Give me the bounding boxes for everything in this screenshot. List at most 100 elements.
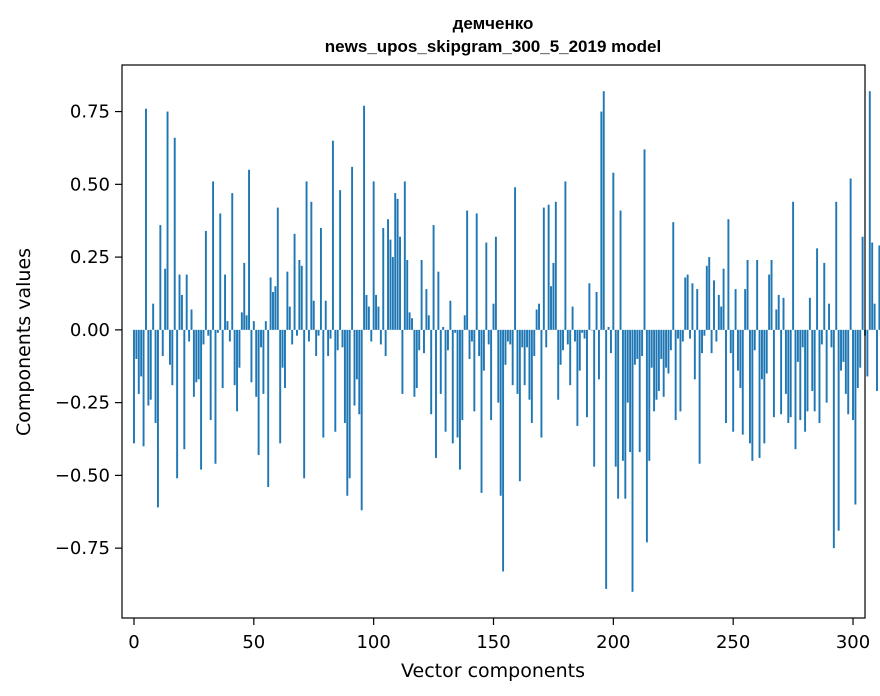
bar-209	[633, 329, 636, 365]
bar-148	[487, 329, 490, 345]
bar-251	[734, 289, 737, 330]
bar-79	[322, 329, 325, 438]
bar-239	[705, 265, 708, 330]
bar-257	[749, 329, 751, 444]
bar-65	[288, 306, 291, 330]
bar-176	[554, 201, 557, 330]
bar-128	[439, 329, 442, 394]
bar-142	[473, 329, 476, 412]
bar-61	[279, 329, 282, 444]
bar-238	[703, 329, 706, 336]
bar-32	[209, 329, 212, 421]
bar-62	[281, 329, 284, 368]
bar-139	[466, 210, 469, 330]
bar-136	[458, 329, 461, 470]
bar-190	[588, 283, 591, 330]
y-tick-label: 0.75	[70, 102, 110, 123]
bar-11	[159, 225, 162, 330]
bar-72	[305, 181, 308, 330]
bar-110	[396, 198, 399, 330]
bar-133	[451, 329, 454, 444]
bar-125	[432, 225, 435, 330]
bar-67	[293, 233, 296, 330]
bar-233	[691, 283, 694, 330]
bar-117	[413, 329, 416, 397]
bar-293	[835, 201, 838, 330]
bar-34	[214, 329, 217, 464]
bar-98	[367, 306, 370, 330]
bar-78	[319, 227, 322, 330]
bar-5	[145, 108, 147, 330]
bar-119	[418, 329, 421, 351]
bar-141	[470, 329, 473, 342]
bar-264	[765, 329, 768, 374]
y-tick-label: −0.50	[55, 465, 110, 486]
bar-99	[370, 329, 373, 342]
bar-123	[427, 315, 430, 330]
bar-204	[621, 329, 624, 461]
bar-102	[377, 306, 380, 330]
bar-53	[260, 329, 262, 348]
bar-82	[329, 329, 332, 339]
bar-41	[231, 193, 234, 330]
bar-261	[758, 329, 761, 458]
bar-281	[806, 329, 809, 412]
bar-59	[274, 286, 277, 330]
bar-189	[586, 329, 588, 418]
bar-157	[509, 329, 512, 345]
bar-178	[559, 329, 562, 365]
bar-37	[221, 329, 224, 389]
bar-129	[442, 326, 445, 330]
bar-307	[868, 91, 871, 330]
bar-87	[341, 329, 344, 348]
bar-255	[744, 289, 747, 330]
bar-213	[643, 149, 646, 330]
bar-280	[804, 329, 807, 432]
bar-71	[303, 329, 306, 479]
bar-223	[667, 329, 670, 374]
bar-2	[137, 329, 140, 394]
bar-93	[355, 329, 358, 380]
bar-306	[866, 329, 869, 377]
bar-278	[799, 329, 802, 421]
y-tick-label: 0.00	[70, 320, 110, 341]
bar-115	[408, 312, 411, 330]
bar-287	[820, 329, 823, 345]
bar-288	[823, 262, 826, 330]
x-axis-label: Vector components	[401, 660, 585, 682]
bar-105	[384, 329, 387, 357]
bar-304	[861, 236, 864, 330]
bar-192	[593, 329, 596, 467]
bar-113	[403, 181, 406, 330]
bar-76	[315, 329, 318, 357]
bar-23	[188, 329, 191, 342]
bar-30	[204, 230, 207, 330]
bar-247	[725, 329, 727, 423]
bar-26	[195, 329, 198, 383]
bar-195	[600, 111, 603, 330]
bar-28	[200, 329, 203, 470]
bar-156	[506, 329, 509, 342]
bar-92	[353, 329, 356, 406]
bar-170	[540, 329, 543, 438]
bar-64	[286, 271, 289, 330]
bar-84	[334, 329, 337, 432]
bar-188	[583, 329, 586, 339]
bar-51	[255, 329, 258, 397]
bar-173	[547, 204, 550, 330]
bar-75	[312, 300, 315, 330]
bar-80	[324, 300, 327, 330]
bar-297	[844, 329, 847, 394]
bar-58	[272, 292, 274, 330]
bar-282	[808, 297, 811, 330]
bar-283	[811, 329, 814, 391]
bar-42	[233, 329, 236, 386]
bar-273	[787, 329, 790, 423]
bar-291	[830, 329, 833, 348]
bar-226	[674, 329, 677, 421]
bar-68	[296, 329, 298, 336]
bar-17	[173, 137, 176, 330]
bar-55	[264, 321, 267, 330]
bar-18	[176, 329, 179, 479]
bar-201	[614, 329, 617, 467]
